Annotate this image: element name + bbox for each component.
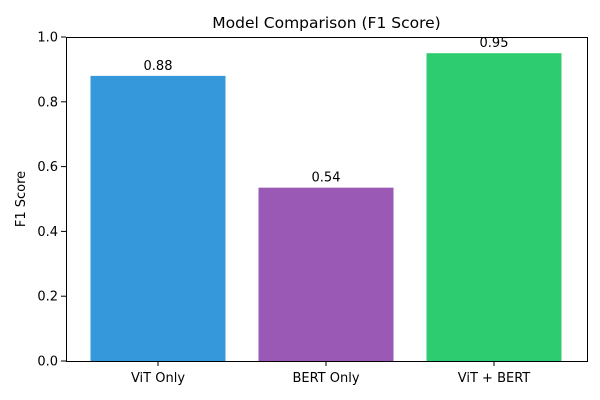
y-axis-label: F1 Score — [14, 171, 29, 227]
y-tick-label: 0.6 — [37, 160, 58, 175]
y-axis-ticks: 0.0 0.2 0.4 0.6 0.8 1.0 — [37, 31, 66, 370]
x-tick-label: ViT + BERT — [458, 371, 531, 386]
bar-bert-only — [258, 187, 394, 361]
bar-value-labels: 0.88 0.54 0.95 — [144, 36, 509, 185]
y-tick-label: 0.2 — [37, 290, 58, 305]
bar-vit-only — [90, 75, 226, 361]
chart-title: Model Comparison (F1 Score) — [212, 14, 440, 32]
x-axis-ticks: ViT Only BERT Only ViT + BERT — [131, 361, 530, 386]
y-tick-label: 0.4 — [37, 225, 58, 240]
bar-vit-bert — [426, 53, 562, 361]
bars-layer — [90, 53, 562, 361]
y-tick-label: 0.0 — [37, 355, 58, 370]
plot-area-frame — [66, 37, 588, 362]
bar-value-label: 0.54 — [312, 171, 341, 186]
bar-value-label: 0.88 — [144, 59, 173, 74]
x-tick-label: BERT Only — [292, 371, 359, 386]
bar-value-label: 0.95 — [480, 36, 509, 51]
y-tick-label: 0.8 — [37, 95, 58, 110]
x-tick-label: ViT Only — [131, 371, 185, 386]
y-tick-label: 1.0 — [37, 31, 58, 46]
